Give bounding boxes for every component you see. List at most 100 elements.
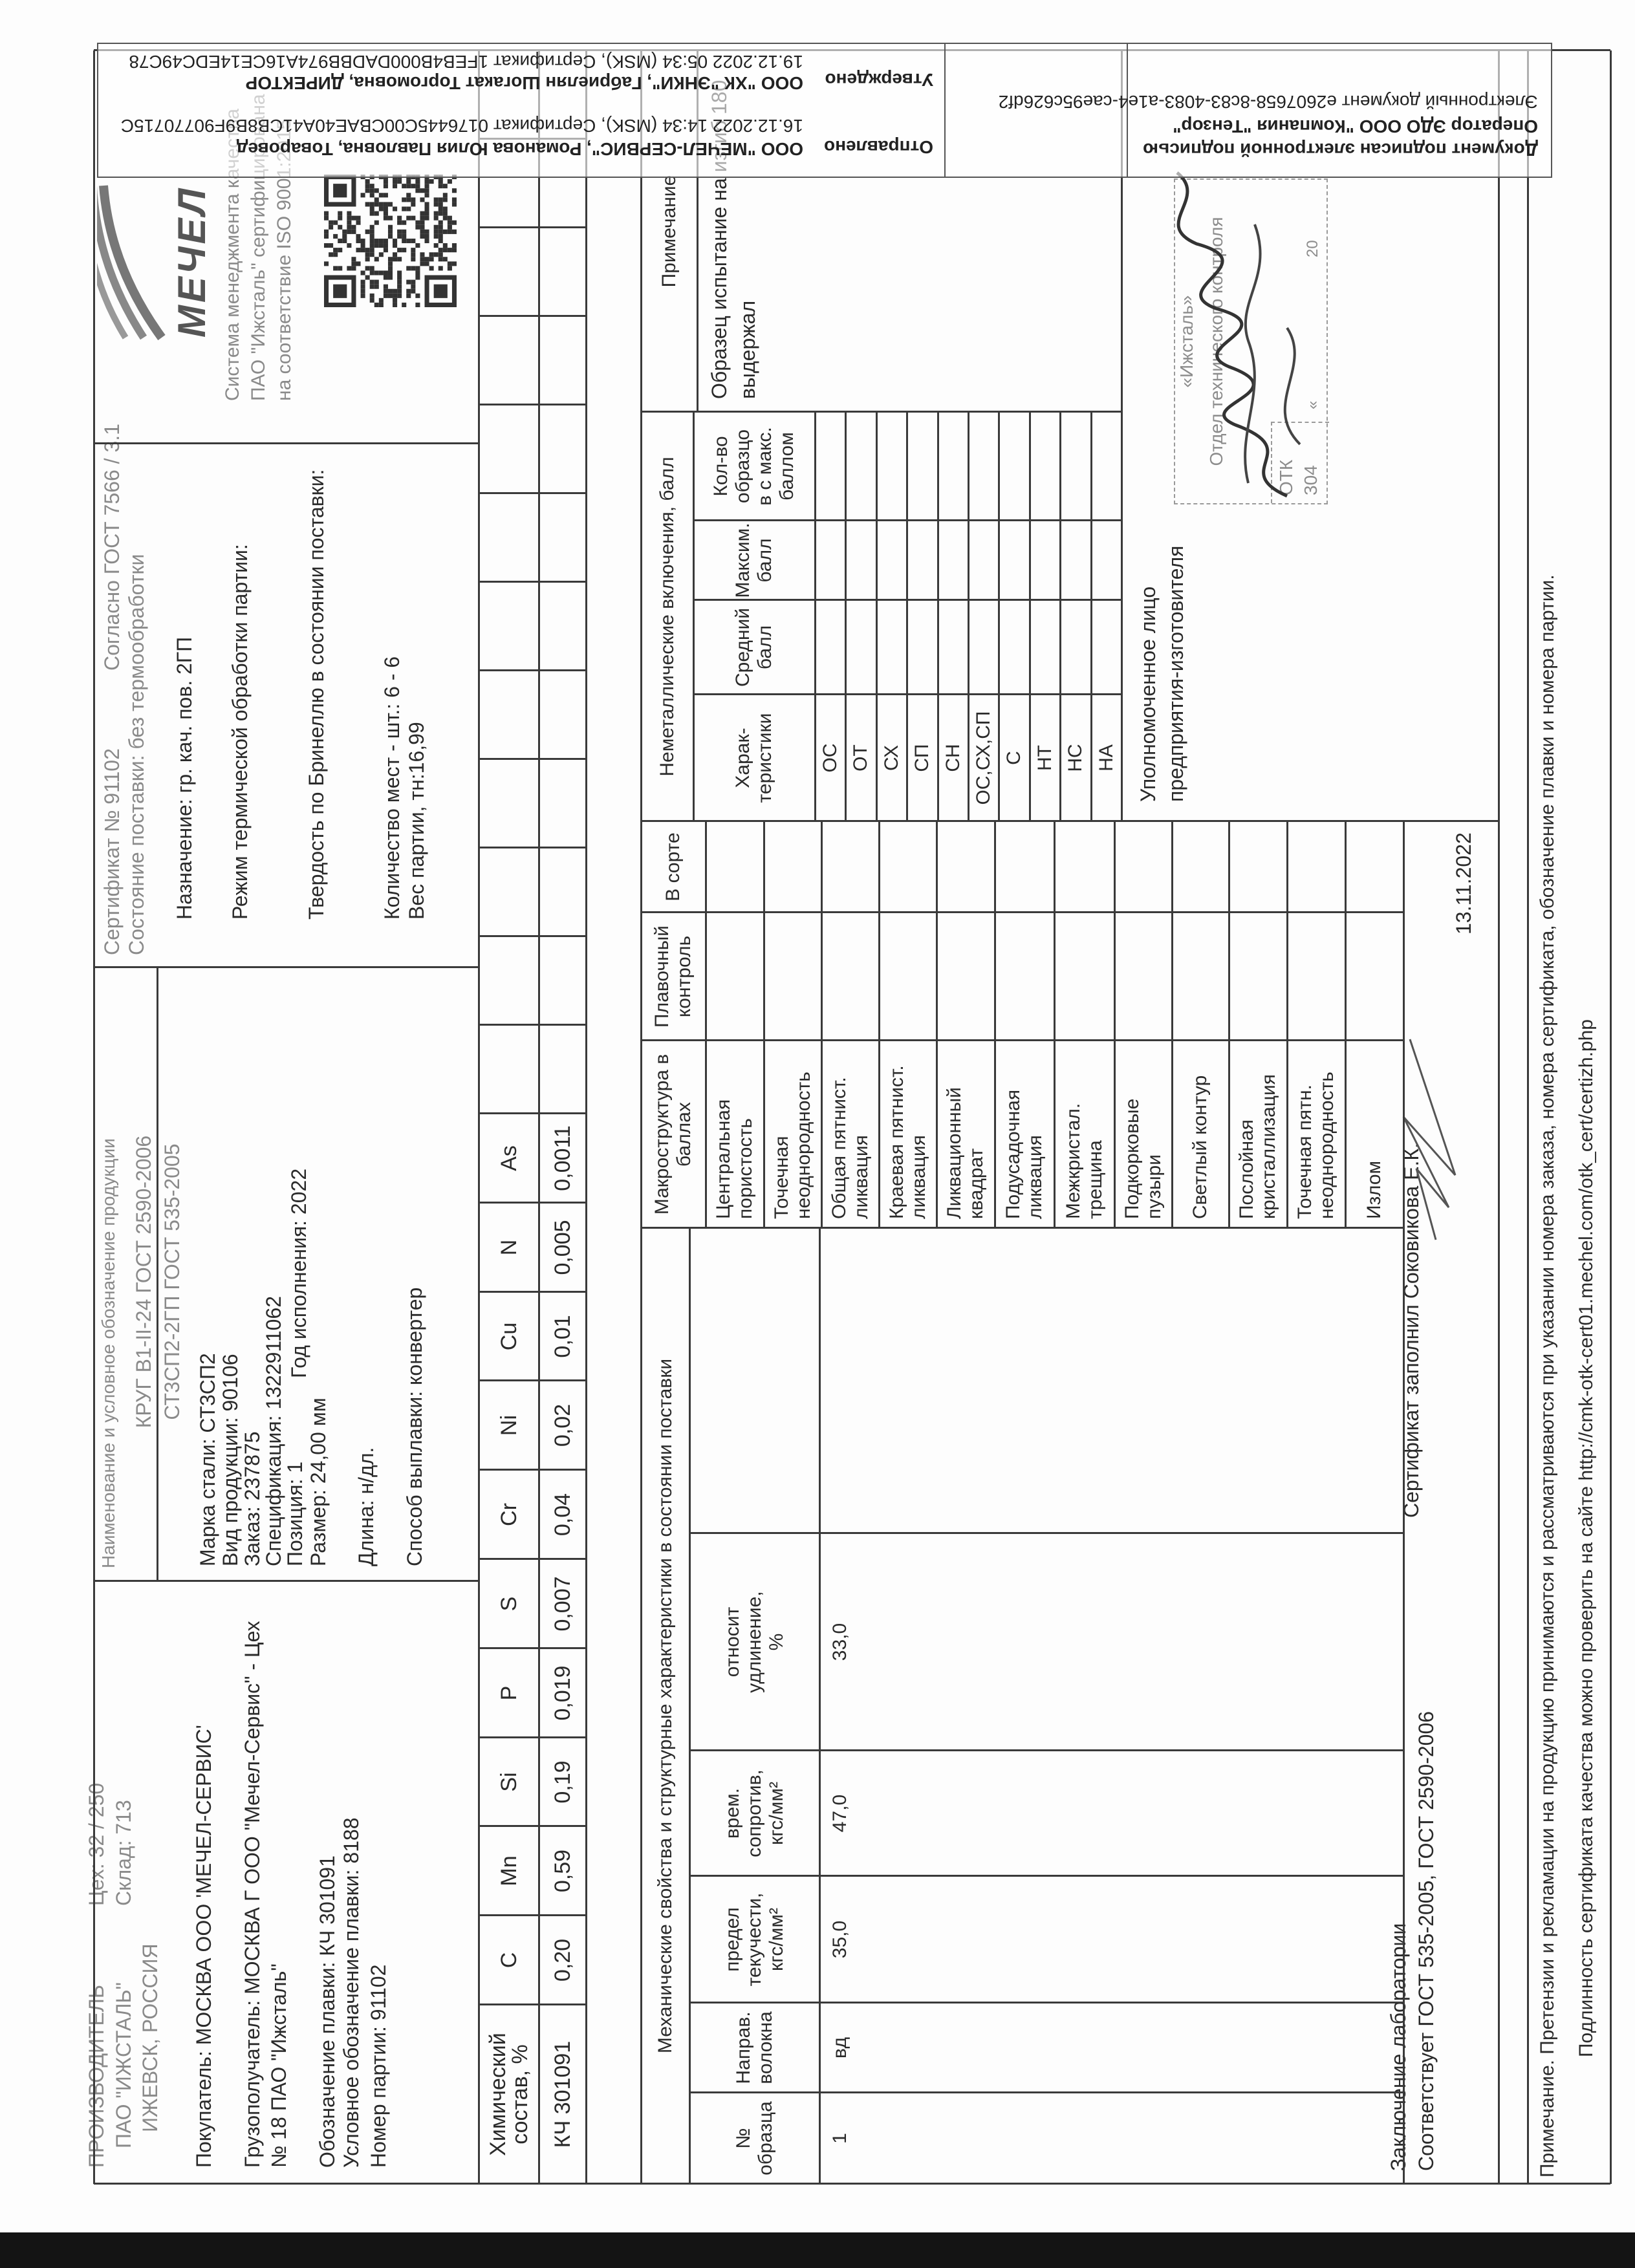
- lab-conclusion-label: Заключение лаборатории: [1387, 1923, 1410, 2171]
- certificate-standard: Согласно ГОСТ 7566 / 3.1: [100, 424, 124, 671]
- rule-line: [1498, 50, 1500, 2184]
- mech-value-0: 1: [828, 2133, 850, 2144]
- macro-row-label: Точечная неоднородность: [770, 1072, 814, 1219]
- macro-row-label: Точечная пятн. неоднородность: [1294, 1072, 1337, 1219]
- scan-edge: [0, 2232, 1635, 2268]
- nonmetal-row-label: НТ: [1034, 745, 1056, 771]
- e-signature-band: Документ подписан электронной подписью О…: [97, 43, 1552, 178]
- macro-row-label: Межкристал. трещина: [1062, 1103, 1106, 1219]
- product-label: Наименование и условное обозначение прод…: [98, 1138, 118, 1568]
- chem-element-P: P: [496, 1685, 521, 1701]
- chem-value-Cr: 0,04: [550, 1493, 575, 1537]
- chem-element-S: S: [496, 1596, 521, 1612]
- authorized-line2: предприятия-изготовителя: [1164, 545, 1187, 802]
- rule-line: [479, 492, 586, 494]
- authorized-line1: Уполномоченное лицо: [1136, 586, 1160, 802]
- hardness: Твердость по Бринеллю в состоянии постав…: [305, 469, 328, 920]
- product-name-line2: СТ3СП2-2ГП ГОСТ 535-2005: [160, 1143, 184, 1420]
- nonmetal-row-label: ОТ: [850, 744, 871, 772]
- nonmetal-header-0: Харак- теристики: [732, 713, 775, 803]
- rule-line: [94, 1580, 479, 1582]
- chem-element-Cu: Cu: [496, 1322, 521, 1351]
- footer-note: Примечание. Претензии и рекламации на пр…: [1537, 574, 1558, 2177]
- pieces-count: Количество мест - шт.: 6 - 6: [380, 656, 404, 920]
- nonmetal-header-2: Максим. балл: [732, 523, 775, 598]
- rule-line: [479, 669, 586, 671]
- mech-value-2: 35,0: [828, 1920, 850, 1959]
- nonmetal-row-label: НА: [1095, 744, 1117, 772]
- nonmetal-row-label: СН: [942, 744, 964, 772]
- steel-grade: Марка стали: СТ3СП2: [196, 1353, 219, 1566]
- chem-element-As: As: [496, 1145, 521, 1171]
- producer-warehouse: Склад: 713: [112, 1800, 135, 1906]
- chem-element-Cr: Cr: [496, 1503, 521, 1526]
- heat-code: Условное обозначение плавки: 8188: [340, 1817, 363, 2168]
- macro-row-label: Краевая пятнист. ликвация: [885, 1065, 929, 1219]
- producer-city: ИЖЕВСК, РОССИЯ: [138, 1943, 162, 2132]
- chem-heat: КЧ 301091: [550, 2040, 575, 2148]
- macro-row-label: Подкорковые пузыри: [1121, 1098, 1165, 1219]
- specification: Спецификация: 1322911062: [262, 1295, 285, 1566]
- rule-line: [1610, 50, 1612, 2184]
- esig-sent-at: 16.12.2022 14:34 (MSK), Сертификат 01764…: [120, 116, 803, 136]
- rule-line: [157, 967, 158, 1581]
- production-year: Год исполнения: 2022: [287, 1168, 310, 1378]
- remark-line2: выдержал: [736, 300, 759, 399]
- rule-line: [479, 226, 586, 228]
- consignee-line2: № 18 ПАО "Ижсталь": [267, 1963, 290, 2168]
- macro-heat-control: Плавочный контроль: [651, 925, 695, 1028]
- chem-element-Si: Si: [496, 1772, 521, 1792]
- consignee-line1: Грузополучатель: МОСКВА Г ООО "Мечел-Сер…: [241, 1621, 264, 2168]
- rule-line: [1527, 50, 1529, 2184]
- melting-method: Способ выплавки: конвертер: [403, 1287, 426, 1566]
- esig-approved-by: ООО "ХК "ЭНКИ", Габриелян Шогакат Торгом…: [245, 73, 803, 93]
- position: Позиция: 1: [283, 1461, 307, 1566]
- chem-label: Химический состав, %: [485, 2033, 532, 2156]
- nonmetal-title: Неметаллические включения, балл: [656, 457, 678, 777]
- qr-code-icon: [324, 175, 457, 307]
- heat-designation: Обозначение плавки: КЧ 301091: [316, 1855, 339, 2168]
- nonmetal-row-label: СХ: [880, 745, 902, 771]
- mech-value-4: 33,0: [828, 1623, 850, 1661]
- nonmetal-row-label: ОС,СХ,СП: [972, 711, 994, 805]
- chem-value-S: 0,007: [550, 1576, 575, 1632]
- mech-header-3: врем. сопротив, кгс/мм²: [721, 1769, 787, 1857]
- heat-treatment: Режим термической обработки партии:: [228, 544, 252, 920]
- rule-line: [94, 966, 479, 968]
- handwritten-signature-icon: [1176, 171, 1301, 498]
- lab-signature-icon: [1402, 1039, 1456, 1240]
- chem-value-P: 0,019: [550, 1665, 575, 1721]
- esig-operator: Оператор ЭДО ООО "Компания "Тензор": [1173, 116, 1538, 136]
- mech-header-0: № образца: [732, 2101, 776, 2176]
- mechel-logo-text: МЕЧЕЛ: [170, 186, 213, 338]
- esig-sent-by: ООО "МЕЧЕЛ-СЕРВИС", Романова Юлия Павлов…: [236, 139, 803, 159]
- macro-row-label: Ликвационный квадрат: [944, 1087, 987, 1219]
- mech-value-3: 47,0: [828, 1794, 850, 1833]
- chem-value-N: 0,005: [550, 1220, 575, 1275]
- nonmetal-row-label: НС: [1065, 744, 1086, 772]
- macro-row-label: Светлый контур: [1189, 1075, 1211, 1219]
- chem-value-Ni: 0,02: [550, 1403, 575, 1447]
- nonmetal-header-3: Кол-во образцо в с макс. баллом: [710, 427, 797, 506]
- macro-row-label: Общая пятнист. ликвация: [828, 1077, 872, 1219]
- product-name-line1: КРУГ В1-II-24 ГОСТ 2590-2006: [132, 1135, 155, 1429]
- mechel-logo-icon: [97, 185, 166, 341]
- rule-line: [93, 50, 95, 2184]
- chem-value-Mn: 0,59: [550, 1849, 575, 1893]
- footer-verify-link[interactable]: Подлинность сертификата качества можно п…: [1575, 1019, 1597, 2057]
- mech-value-1: вд: [828, 2036, 850, 2059]
- lab-date: 13.11.2022: [1452, 832, 1475, 934]
- esig-approved-label: Утверждено: [825, 70, 934, 90]
- rule-line: [479, 315, 586, 317]
- rule-line: [641, 911, 1403, 913]
- chem-element-Mn: Mn: [496, 1855, 521, 1886]
- batch-weight: Вес партии, тн:16,99: [405, 722, 428, 920]
- esig-sent-label: Отправлено: [824, 137, 933, 157]
- chem-value-Cu: 0,01: [550, 1315, 575, 1358]
- macro-header: Макроструктура в баллах: [651, 1053, 695, 1215]
- chem-value-Si: 0,19: [550, 1760, 575, 1804]
- certificate-number: Сертификат № 91102: [100, 748, 124, 955]
- esig-title: Документ подписан электронной подписью: [1143, 140, 1538, 160]
- esig-approved-at: 19.12.2022 05:34 (MSK), Сертификат 1FEB4…: [129, 52, 803, 72]
